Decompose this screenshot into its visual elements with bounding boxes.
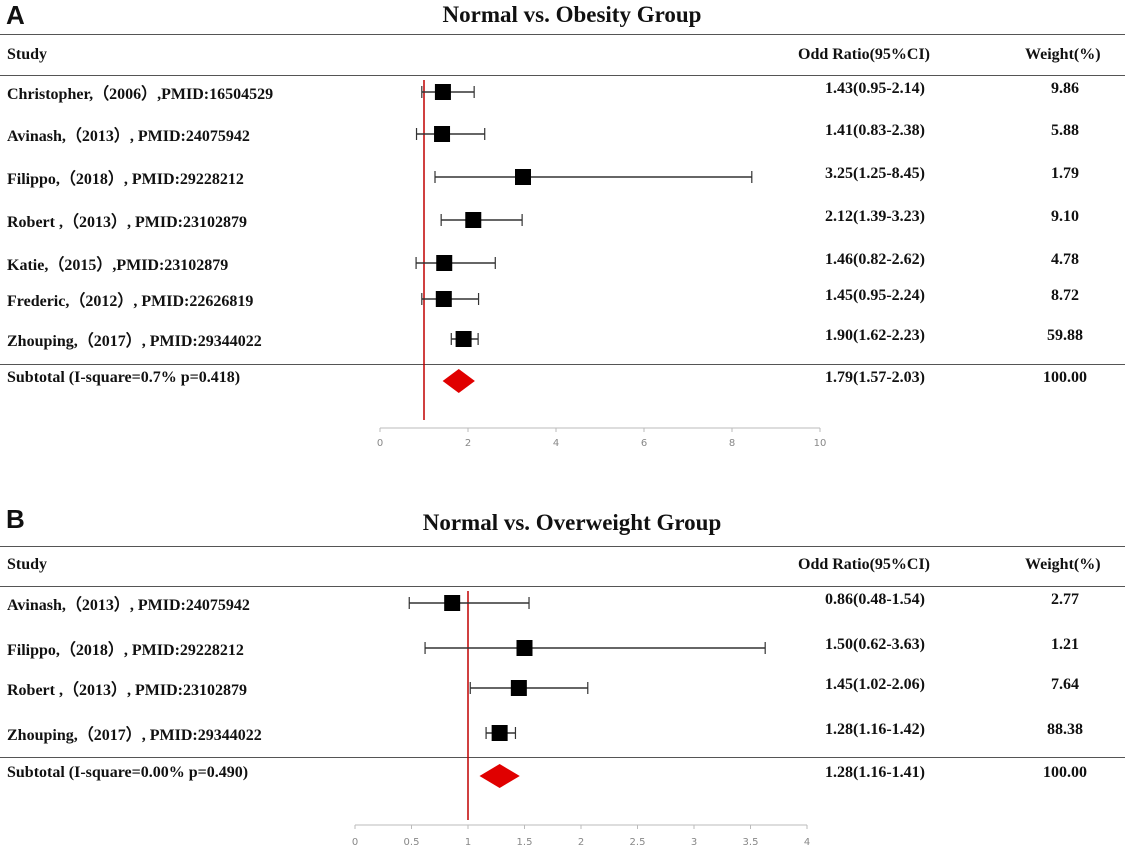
x-tick-label: 2 <box>465 438 471 449</box>
odds-ratio-column-header: Odd Ratio(95%CI) <box>798 556 931 573</box>
x-tick-label: 0.5 <box>404 837 420 848</box>
odds-ratio-value: 1.46(0.82-2.62) <box>825 251 925 268</box>
weight-value: 59.88 <box>1047 327 1083 344</box>
subtotal-label: Subtotal (I-square=0.7% p=0.418) <box>7 369 241 386</box>
header-top-rule <box>0 34 1125 35</box>
x-tick-label: 10 <box>814 438 827 449</box>
weight-value: 9.86 <box>1051 80 1079 97</box>
point-estimate-marker <box>516 640 533 656</box>
odds-ratio-value: 1.45(1.02-2.06) <box>825 676 925 693</box>
x-tick-label: 0 <box>377 438 383 449</box>
odds-ratio-value: 3.25(1.25-8.45) <box>825 165 925 182</box>
odds-ratio-value: 1.50(0.62-3.63) <box>825 636 925 653</box>
weight-column-header: Weight(%) <box>1025 556 1101 573</box>
study-label: Avinash,（2013）, PMID:24075942 <box>7 597 250 614</box>
subtotal-rule <box>0 364 1125 365</box>
header-bottom-rule <box>0 75 1125 76</box>
odds-ratio-value: 1.43(0.95-2.14) <box>825 80 925 97</box>
panel-label: A <box>6 0 25 30</box>
study-column-header: Study <box>7 556 48 573</box>
weight-value: 4.78 <box>1051 251 1079 268</box>
study-label: Christopher,（2006）,PMID:16504529 <box>7 86 274 103</box>
subtotal-odds-ratio: 1.79(1.57-2.03) <box>825 369 925 386</box>
subtotal-label: Subtotal (I-square=0.00% p=0.490) <box>7 764 249 781</box>
study-label: Katie,（2015）,PMID:23102879 <box>7 257 229 274</box>
odds-ratio-value: 2.12(1.39-3.23) <box>825 208 925 225</box>
point-estimate-marker <box>435 291 452 307</box>
x-tick-label: 4 <box>804 837 810 848</box>
weight-value: 1.79 <box>1051 165 1079 182</box>
x-tick-label: 3 <box>691 837 697 848</box>
subtotal-rule <box>0 757 1125 758</box>
study-label: Frederic,（2012）, PMID:22626819 <box>7 293 254 310</box>
point-estimate-marker <box>436 255 453 271</box>
odds-ratio-value: 1.45(0.95-2.24) <box>825 287 925 304</box>
header-top-rule <box>0 546 1125 547</box>
x-tick-label: 0 <box>352 837 358 848</box>
odds-ratio-value: 1.41(0.83-2.38) <box>825 122 925 139</box>
point-estimate-marker <box>510 680 527 696</box>
x-tick-label: 6 <box>641 438 647 449</box>
study-label: Robert ,（2013）, PMID:23102879 <box>7 682 247 699</box>
study-label: Filippo,（2018）, PMID:29228212 <box>7 642 244 659</box>
subtotal-weight: 100.00 <box>1043 764 1087 781</box>
x-tick-label: 8 <box>729 438 735 449</box>
point-estimate-marker <box>444 595 461 611</box>
chart-title: Normal vs. Obesity Group <box>442 2 702 27</box>
x-tick-label: 2 <box>578 837 584 848</box>
odds-ratio-value: 1.28(1.16-1.42) <box>825 721 925 738</box>
weight-value: 8.72 <box>1051 287 1079 304</box>
point-estimate-marker <box>465 212 482 228</box>
pooled-estimate-diamond <box>479 764 520 788</box>
weight-value: 88.38 <box>1047 721 1083 738</box>
x-tick-label: 4 <box>553 438 559 449</box>
study-label: Zhouping,（2017）, PMID:29344022 <box>7 333 262 350</box>
subtotal-odds-ratio: 1.28(1.16-1.41) <box>825 764 925 781</box>
point-estimate-marker <box>434 84 451 100</box>
study-label: Zhouping,（2017）, PMID:29344022 <box>7 727 262 744</box>
chart-title: Normal vs. Overweight Group <box>422 510 722 535</box>
x-tick-label: 1.5 <box>517 837 533 848</box>
point-estimate-marker <box>434 126 451 142</box>
point-estimate-marker <box>455 331 472 347</box>
weight-column-header: Weight(%) <box>1025 46 1101 63</box>
weight-value: 7.64 <box>1051 676 1079 693</box>
weight-value: 9.10 <box>1051 208 1079 225</box>
odds-ratio-value: 0.86(0.48-1.54) <box>825 591 925 608</box>
odds-ratio-column-header: Odd Ratio(95%CI) <box>798 46 931 63</box>
weight-value: 2.77 <box>1051 591 1079 608</box>
subtotal-weight: 100.00 <box>1043 369 1087 386</box>
point-estimate-marker <box>491 725 508 741</box>
weight-value: 1.21 <box>1051 636 1079 653</box>
study-column-header: Study <box>7 46 48 63</box>
study-label: Filippo,（2018）, PMID:29228212 <box>7 171 244 188</box>
x-tick-label: 2.5 <box>630 837 646 848</box>
study-label: Avinash,（2013）, PMID:24075942 <box>7 128 250 145</box>
study-label: Robert ,（2013）, PMID:23102879 <box>7 214 247 231</box>
header-bottom-rule <box>0 586 1125 587</box>
weight-value: 5.88 <box>1051 122 1079 139</box>
x-tick-label: 3.5 <box>743 837 759 848</box>
x-tick-label: 1 <box>465 837 471 848</box>
point-estimate-marker <box>515 169 531 185</box>
pooled-estimate-diamond <box>442 369 475 393</box>
panel-label: B <box>6 504 25 534</box>
odds-ratio-value: 1.90(1.62-2.23) <box>825 327 925 344</box>
